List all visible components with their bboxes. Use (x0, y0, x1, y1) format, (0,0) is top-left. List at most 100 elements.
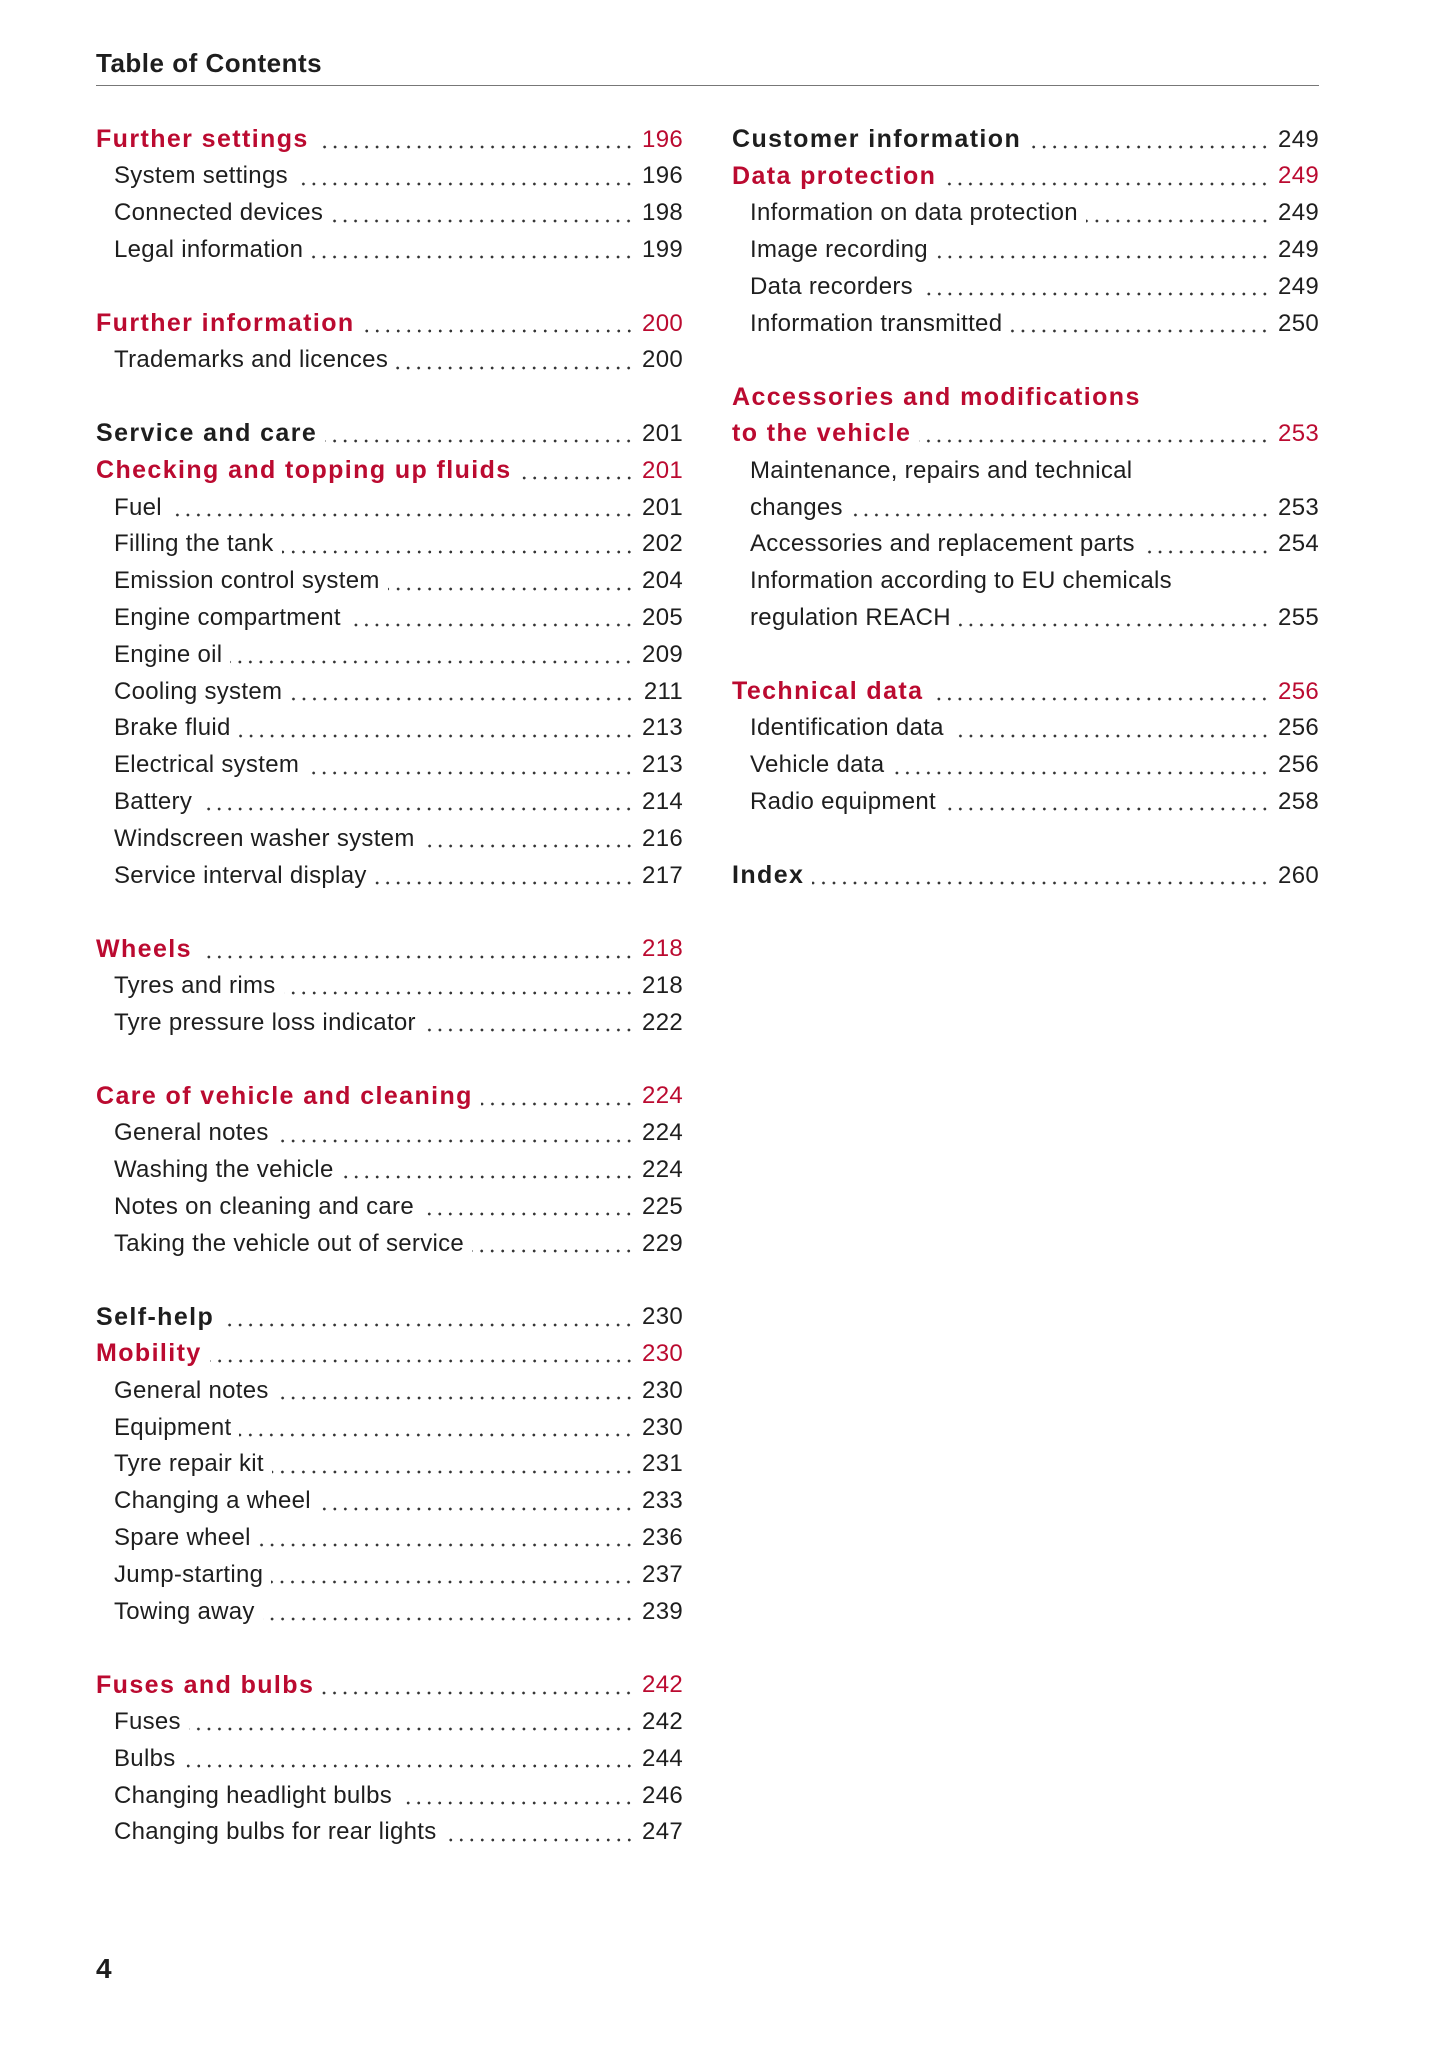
dot-leader (325, 439, 635, 444)
dot-leader (362, 329, 635, 333)
entry-text: Checking and topping up fluids (96, 456, 512, 485)
entry-text: Wheels (96, 934, 192, 963)
toc-entry: Notes on cleaning and care 225 (114, 1188, 683, 1225)
entry-page: 247 (642, 1818, 683, 1846)
entry-text: Battery (114, 787, 193, 815)
toc-entry: Connected devices 198 (114, 195, 683, 232)
entry-page: 249 (1278, 125, 1319, 153)
entry-text: Cooling system (114, 677, 283, 705)
entry-page: 242 (642, 1707, 683, 1735)
entry-text: Changing bulbs for rear lights (114, 1818, 437, 1846)
toc-entry: Tyre pressure loss indicator 222 (114, 1004, 683, 1041)
dot-leader (444, 1837, 635, 1842)
dot-leader (307, 770, 635, 775)
entry-text: Electrical system (114, 751, 300, 779)
toc-entry: Engine compartment 205 (114, 599, 683, 636)
toc-entry: Accessories and modifications (732, 379, 1319, 416)
toc-entry: Further settings 196 (96, 121, 683, 158)
entry-text: Identification data (750, 714, 944, 742)
dot-leader (892, 770, 1271, 775)
entry-text: Service interval display (114, 861, 367, 889)
entry-page: 258 (1278, 787, 1319, 815)
entry-text: Index (732, 861, 805, 889)
dot-leader (1010, 329, 1271, 333)
toc-entry: Identification data 256 (750, 710, 1319, 747)
dot-leader (258, 1543, 635, 1548)
entry-page: 239 (642, 1597, 683, 1625)
entry-page: 216 (642, 824, 683, 852)
entry-page: 249 (1278, 162, 1319, 190)
entry-text: Vehicle data (750, 751, 885, 779)
dot-leader (283, 991, 635, 996)
dot-leader (958, 623, 1271, 628)
dot-leader (519, 476, 635, 481)
dot-leader (919, 439, 1271, 444)
toc-entry: Equipment 230 (114, 1409, 683, 1446)
toc-entry: Self-help 230 (96, 1299, 683, 1336)
dot-leader (295, 181, 635, 186)
entry-text: Emission control system (114, 567, 380, 595)
toc-entry: Technical data 256 (732, 673, 1319, 710)
entry-text: Tyre repair kit (114, 1450, 264, 1478)
entry-text: Legal information (114, 235, 304, 263)
entry-text: Spare wheel (114, 1523, 251, 1551)
entry-text: Maintenance, repairs and technical (750, 456, 1133, 484)
entry-page: 209 (642, 640, 683, 668)
dot-leader (348, 623, 635, 628)
toc-entry: Changing bulbs for rear lights 247 (114, 1814, 683, 1851)
dot-leader (850, 513, 1271, 517)
dot-leader (271, 1469, 635, 1474)
entry-page: 236 (642, 1523, 683, 1551)
entry-text: Information on data protection (750, 199, 1078, 227)
dot-leader (276, 1396, 635, 1401)
toc-entry: General notes 230 (114, 1372, 683, 1409)
toc-entry: Bulbs 244 (114, 1740, 683, 1777)
toc-entry: Mobility 230 (96, 1335, 683, 1372)
toc-entry: Jump-starting 237 (114, 1556, 683, 1593)
entry-text: Fuses (114, 1707, 181, 1735)
dot-leader (238, 733, 635, 738)
toc-entry: Changing headlight bulbs 246 (114, 1777, 683, 1814)
toc-entry: Checking and topping up fluids 201 (96, 452, 683, 489)
entry-text: Changing headlight bulbs (114, 1781, 393, 1809)
toc-entry: Engine oil 209 (114, 636, 683, 673)
entry-page: 200 (642, 309, 683, 337)
dot-leader (920, 292, 1271, 297)
header-title: Table of Contents (96, 48, 323, 78)
entry-page: 237 (642, 1560, 683, 1588)
entry-text: Trademarks and licences (114, 346, 389, 374)
entry-text: System settings (114, 162, 288, 190)
entry-text: Notes on cleaning and care (114, 1192, 414, 1220)
dot-leader (400, 1801, 635, 1805)
entry-page: 222 (642, 1008, 683, 1036)
toc-entry: Fuses and bulbs 242 (96, 1667, 683, 1704)
entry-text: Image recording (750, 235, 928, 263)
dot-leader (472, 1249, 635, 1253)
entry-text: Filling the tank (114, 530, 274, 558)
entry-text: Service and care (96, 419, 318, 448)
entry-text: Data protection (732, 161, 937, 190)
dot-leader (341, 1175, 635, 1180)
dot-leader (318, 1506, 635, 1511)
dot-leader (281, 549, 635, 554)
toc-entry: Cooling system 211 (114, 673, 683, 710)
toc-entry: Changing a wheel 233 (114, 1483, 683, 1520)
dot-leader (276, 1138, 635, 1143)
toc-entry: Data protection 249 (732, 158, 1319, 195)
toc-entry: Spare wheel 236 (114, 1519, 683, 1556)
toc-entry: Service and care 201 (96, 415, 683, 452)
entry-page: 229 (642, 1229, 683, 1257)
entry-text: Accessories and replacement parts (750, 530, 1135, 558)
toc-entry: to the vehicle 253 (732, 415, 1319, 452)
entry-text: to the vehicle (732, 419, 912, 448)
header-rule (96, 85, 1319, 86)
entry-text: Customer information (732, 125, 1022, 153)
dot-leader (188, 1727, 635, 1732)
toc-entry: Tyres and rims 218 (114, 967, 683, 1004)
entry-text: Information transmitted (750, 309, 1003, 337)
dot-leader (199, 954, 635, 959)
entry-page: 201 (642, 419, 683, 447)
entry-text: Radio equipment (750, 787, 936, 815)
toc-entry: Trademarks and licences 200 (114, 342, 683, 379)
